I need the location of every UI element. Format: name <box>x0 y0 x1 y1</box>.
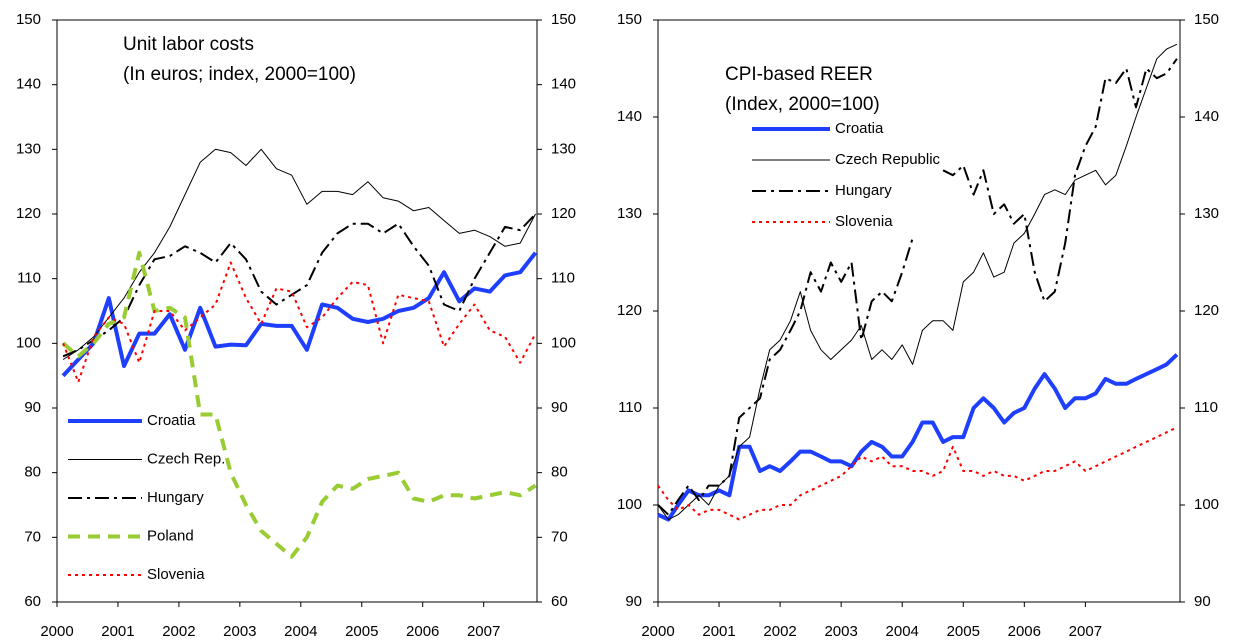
series-line <box>61 250 537 559</box>
x-tick-label: 2007 <box>467 623 500 640</box>
series-line <box>62 148 536 360</box>
y-tick-label: 130 <box>16 140 41 157</box>
x-tick-label: 2007 <box>1069 623 1102 640</box>
legend-label: Slovenia <box>835 213 893 230</box>
y-tick-label: 140 <box>16 76 41 93</box>
y2-tick-label: 140 <box>1194 108 1219 125</box>
chart-title: CPI-based REER <box>725 64 873 85</box>
y2-tick-label: 90 <box>1194 593 1211 610</box>
x-tick-label: 2002 <box>162 623 195 640</box>
y-tick-label: 150 <box>617 11 642 28</box>
x-tick-label: 2000 <box>40 623 73 640</box>
legend-label: Croatia <box>835 120 884 137</box>
x-tick-label: 2001 <box>101 623 134 640</box>
y-tick-label: 120 <box>617 302 642 319</box>
y-tick-label: 90 <box>625 593 642 610</box>
y2-tick-label: 140 <box>551 76 576 93</box>
y-tick-label: 60 <box>24 593 41 610</box>
y2-tick-label: 150 <box>1194 11 1219 28</box>
series-line <box>62 213 537 358</box>
y-tick-label: 90 <box>24 399 41 416</box>
legend-label: Czech Republic <box>835 151 941 168</box>
series-line <box>657 426 1178 521</box>
y2-tick-label: 110 <box>1194 399 1218 416</box>
y2-tick-label: 90 <box>551 399 568 416</box>
x-tick-label: 2003 <box>223 623 256 640</box>
legend-label: Croatia <box>147 412 196 429</box>
y-tick-label: 120 <box>16 205 41 222</box>
x-tick-label: 2001 <box>702 623 735 640</box>
y-tick-label: 140 <box>617 108 642 125</box>
y-tick-label: 150 <box>16 11 41 28</box>
y2-tick-label: 70 <box>551 528 568 545</box>
series-line <box>657 353 1179 522</box>
y2-tick-label: 130 <box>551 140 576 157</box>
x-tick-label: 2004 <box>284 623 317 640</box>
x-tick-label: 2006 <box>1008 623 1041 640</box>
x-tick-label: 2003 <box>824 623 857 640</box>
y2-tick-label: 120 <box>551 205 576 222</box>
y-tick-label: 110 <box>17 270 41 287</box>
series-line <box>657 43 1178 520</box>
y-tick-label: 70 <box>24 528 41 545</box>
legend-label: Czech Rep. <box>147 450 225 467</box>
chart-subtitle: (Index, 2000=100) <box>725 94 880 115</box>
y2-tick-label: 150 <box>551 11 576 28</box>
x-tick-label: 2002 <box>763 623 796 640</box>
x-tick-label: 2000 <box>641 623 674 640</box>
x-tick-label: 2006 <box>406 623 439 640</box>
series-line <box>657 58 1178 516</box>
y2-tick-label: 120 <box>1194 302 1219 319</box>
legend-label: Poland <box>147 527 194 544</box>
legend-label: Slovenia <box>147 566 205 583</box>
plot-frame <box>56 19 538 603</box>
series-line <box>62 261 537 384</box>
x-tick-label: 2005 <box>947 623 980 640</box>
y2-tick-label: 130 <box>1194 205 1219 222</box>
y2-tick-label: 110 <box>551 270 575 287</box>
legend-label: Hungary <box>835 182 892 199</box>
y-tick-label: 100 <box>617 496 642 513</box>
legend-label: Hungary <box>147 489 204 506</box>
y-tick-label: 130 <box>617 205 642 222</box>
x-tick-label: 2004 <box>886 623 919 640</box>
y-tick-label: 100 <box>16 334 41 351</box>
y-tick-label: 80 <box>24 464 41 481</box>
chart-title: Unit labor costs <box>123 34 254 55</box>
y2-tick-label: 100 <box>551 334 576 351</box>
y2-tick-label: 100 <box>1194 496 1219 513</box>
series-line <box>61 251 538 378</box>
chart-subtitle: (In euros; index, 2000=100) <box>123 64 356 85</box>
y2-tick-label: 60 <box>551 593 568 610</box>
y2-tick-label: 80 <box>551 464 568 481</box>
y-tick-label: 110 <box>618 399 642 416</box>
x-tick-label: 2005 <box>345 623 378 640</box>
